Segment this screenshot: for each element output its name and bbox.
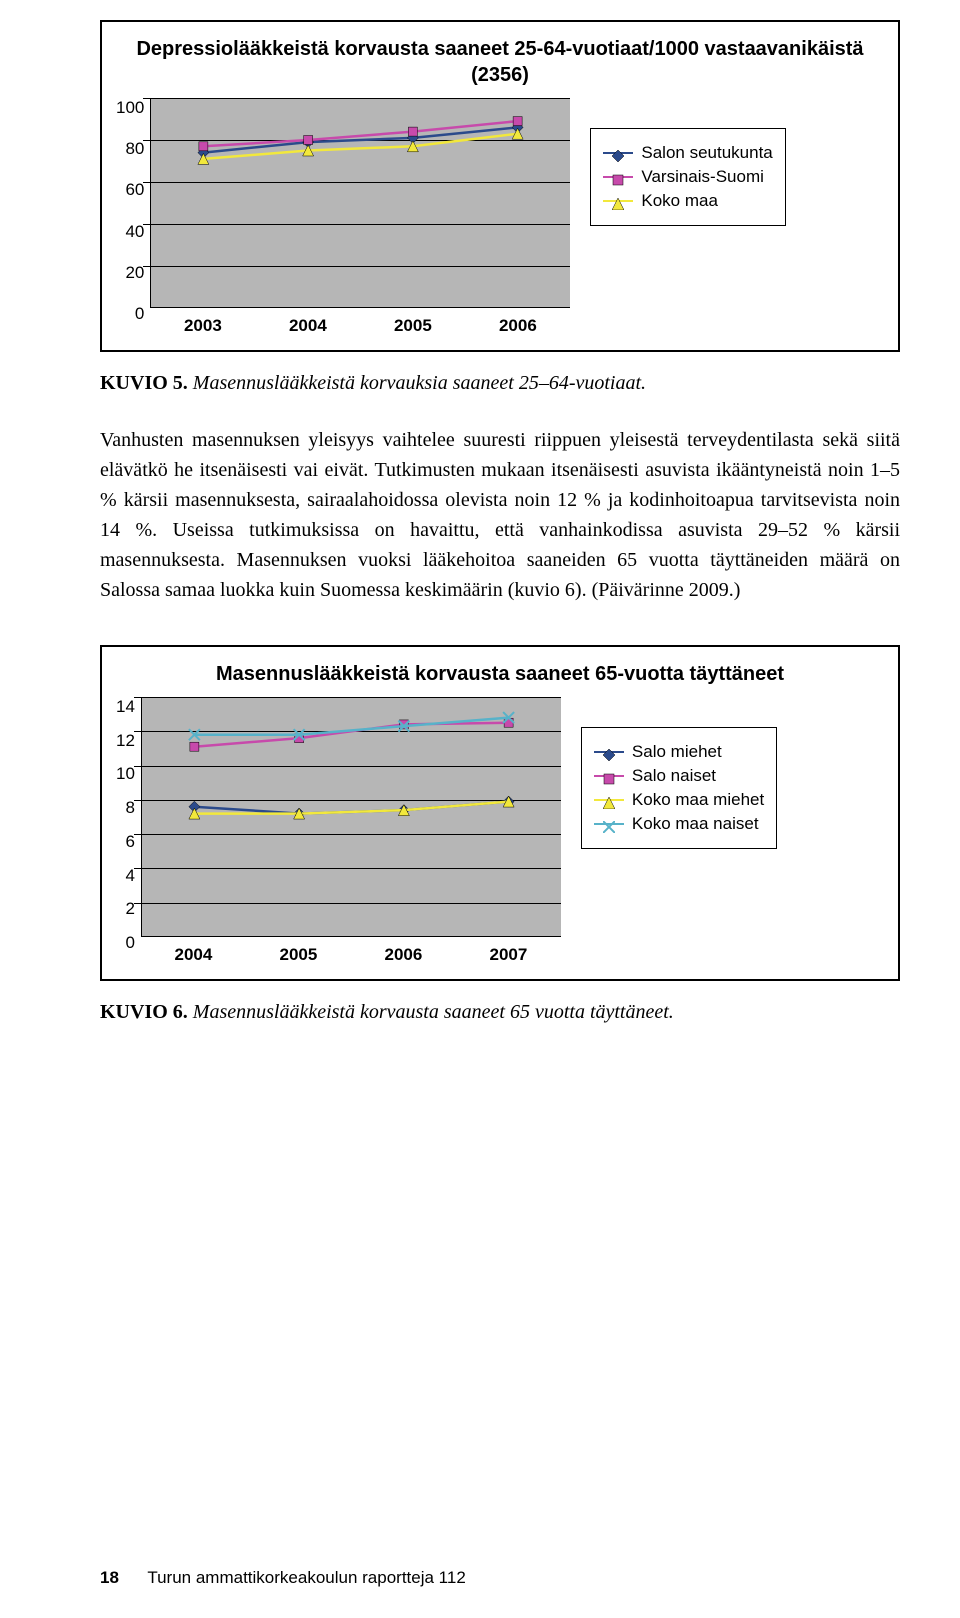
tickmark [143, 224, 151, 225]
ytick-label: 100 [116, 98, 144, 118]
tickmark [134, 800, 142, 801]
chart-1-body: 100 80 60 40 20 0 2003 2004 2005 2006 Salon seut… [116, 98, 884, 336]
tickmark [134, 731, 142, 732]
chart-1-title: Depressiolääkkeistä korvausta saaneet 25… [116, 36, 884, 88]
ytick-label: 0 [116, 304, 144, 324]
xtick-label: 2004 [289, 316, 327, 336]
chart-svg [142, 697, 561, 937]
chart-2-body: 14 12 10 8 6 4 2 0 2004 2005 2006 2007 Salo miehet… [116, 697, 884, 965]
xtick-label: 2005 [280, 945, 318, 965]
chart-2-yaxis: 14 12 10 8 6 4 2 0 [116, 697, 141, 953]
ytick-label: 60 [116, 180, 144, 200]
legend-line-icon [594, 823, 624, 825]
tickmark [143, 182, 151, 183]
tickmark [143, 266, 151, 267]
caption-1-text: Masennuslääkkeistä korvauksia saaneet 25… [193, 372, 646, 394]
ytick-label: 40 [116, 222, 144, 242]
legend-item: Varsinais-Suomi [603, 167, 772, 187]
chart-1-xaxis: 2003 2004 2005 2006 [150, 316, 570, 336]
legend-item: Salo naiset [594, 766, 764, 786]
legend-marker-icon [612, 147, 624, 159]
legend-marker-icon [603, 770, 615, 782]
body-paragraph: Vanhusten masennuksen yleisyys vaihtelee… [100, 425, 900, 605]
chart-1-box: Depressiolääkkeistä korvausta saaneet 25… [100, 20, 900, 352]
chart-2-legend: Salo miehet Salo naiset Koko maa miehet Kok… [581, 727, 777, 849]
xtick-label: 2006 [385, 945, 423, 965]
legend-item: Koko maa [603, 191, 772, 211]
xtick-label: 2003 [184, 316, 222, 336]
legend-label: Koko maa miehet [632, 790, 764, 810]
legend-marker-icon [612, 171, 624, 183]
ytick-label: 2 [116, 899, 135, 919]
chart-1-legend: Salon seutukunta Varsinais-Suomi Koko maa [590, 128, 785, 226]
legend-line-icon [603, 200, 633, 202]
chart-1-plot-wrap: 100 80 60 40 20 0 2003 2004 2005 2006 [116, 98, 570, 336]
legend-label: Salon seutukunta [641, 143, 772, 163]
chart-2-xaxis: 2004 2005 2006 2007 [141, 945, 561, 965]
legend-label: Koko maa naiset [632, 814, 759, 834]
ytick-label: 6 [116, 832, 135, 852]
ytick-label: 12 [116, 731, 135, 751]
legend-line-icon [594, 799, 624, 801]
legend-marker-icon [603, 746, 615, 758]
ytick-label: 0 [116, 933, 135, 953]
caption-2-text: Masennuslääkkeistä korvausta saaneet 65 … [193, 1001, 674, 1023]
tickmark [134, 766, 142, 767]
ytick-label: 10 [116, 764, 135, 784]
legend-item: Koko maa miehet [594, 790, 764, 810]
legend-item: Salo miehet [594, 742, 764, 762]
ytick-label: 20 [116, 263, 144, 283]
ytick-label: 80 [116, 139, 144, 159]
tickmark [134, 834, 142, 835]
xtick-label: 2005 [394, 316, 432, 336]
chart-2-plot [141, 697, 561, 937]
tickmark [143, 140, 151, 141]
ytick-label: 4 [116, 866, 135, 886]
legend-line-icon [594, 751, 624, 753]
legend-label: Koko maa [641, 191, 718, 211]
legend-label: Varsinais-Suomi [641, 167, 764, 187]
caption-1: KUVIO 5. Masennuslääkkeistä korvauksia s… [100, 372, 900, 395]
page-number: 18 [100, 1568, 119, 1587]
chart-2-plot-wrap: 14 12 10 8 6 4 2 0 2004 2005 2006 2007 [116, 697, 561, 965]
chart-2-box: Masennuslääkkeistä korvausta saaneet 65-… [100, 645, 900, 981]
xtick-label: 2004 [175, 945, 213, 965]
chart-1-plot [150, 98, 570, 308]
ytick-label: 8 [116, 798, 135, 818]
legend-line-icon [603, 152, 633, 154]
legend-label: Salo naiset [632, 766, 716, 786]
legend-item: Salon seutukunta [603, 143, 772, 163]
caption-2: KUVIO 6. Masennuslääkkeistä korvausta sa… [100, 1001, 900, 1024]
tickmark [143, 98, 151, 99]
caption-1-label: KUVIO 5. [100, 372, 188, 394]
page-footer: 18 Turun ammattikorkeakoulun raportteja … [100, 1568, 466, 1588]
publication-title: Turun ammattikorkeakoulun raportteja 112 [147, 1568, 465, 1587]
chart-1-yaxis: 100 80 60 40 20 0 [116, 98, 150, 324]
legend-line-icon [603, 176, 633, 178]
xtick-label: 2007 [490, 945, 528, 965]
ytick-label: 14 [116, 697, 135, 717]
legend-marker-icon [603, 818, 615, 830]
chart-svg [151, 98, 570, 308]
caption-2-label: KUVIO 6. [100, 1001, 188, 1023]
tickmark [134, 868, 142, 869]
tickmark [134, 903, 142, 904]
legend-line-icon [594, 775, 624, 777]
chart-2-title: Masennuslääkkeistä korvausta saaneet 65-… [116, 661, 884, 687]
legend-marker-icon [603, 794, 615, 806]
legend-label: Salo miehet [632, 742, 722, 762]
tickmark [134, 697, 142, 698]
xtick-label: 2006 [499, 316, 537, 336]
legend-marker-icon [612, 195, 624, 207]
legend-item: Koko maa naiset [594, 814, 764, 834]
